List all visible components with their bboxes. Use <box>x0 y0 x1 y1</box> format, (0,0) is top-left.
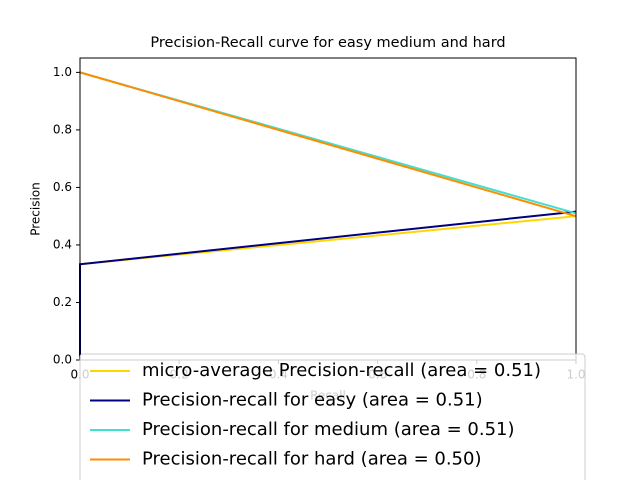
y-tick-label: 0.8 <box>53 122 72 136</box>
y-tick-label: 0.4 <box>53 237 72 251</box>
legend-box <box>79 353 586 480</box>
y-tick-label: 0.6 <box>53 180 72 194</box>
y-axis-label: Precision <box>29 182 43 236</box>
y-tick-label: 0.2 <box>53 295 72 309</box>
series-line <box>79 71 577 218</box>
legend-label: micro-average Precision-recall (area = 0… <box>142 360 541 381</box>
legend-label: Precision-recall for easy (area = 0.51) <box>142 390 483 411</box>
series-line <box>79 210 577 360</box>
legend-label: Precision-recall for medium (area = 0.51… <box>142 419 515 440</box>
y-tick-label: 1.0 <box>53 65 72 79</box>
plot-frame <box>79 57 577 361</box>
y-tick-label: 0.0 <box>53 353 72 367</box>
chart-title: Precision-Recall curve for easy medium a… <box>150 35 505 51</box>
legend-label: Precision-recall for hard (area = 0.50) <box>142 449 481 470</box>
